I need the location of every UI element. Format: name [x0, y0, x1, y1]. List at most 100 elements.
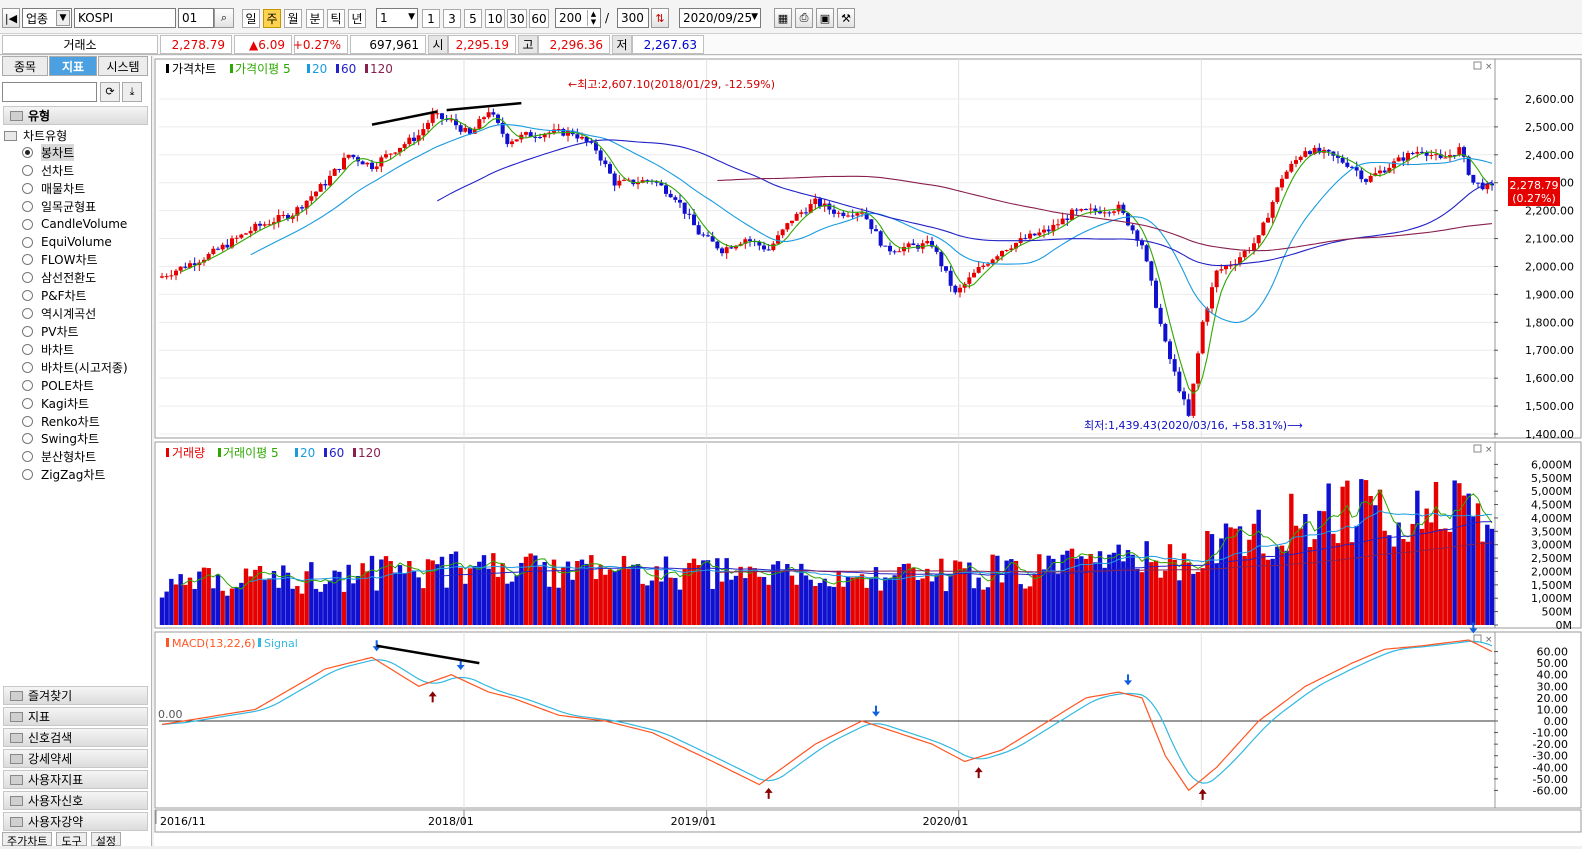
high-price: 2,296.36	[538, 35, 610, 54]
chart-type-item[interactable]: EquiVolume	[22, 234, 112, 251]
refresh-icon[interactable]: ⟳	[100, 82, 120, 102]
radio-icon[interactable]	[22, 308, 33, 320]
footer-tab[interactable]: 도구	[56, 832, 87, 846]
chart-type-item[interactable]: 봉차트	[22, 144, 75, 161]
radio-icon[interactable]	[22, 361, 33, 373]
chart-type-item[interactable]: 역시계곡선	[22, 305, 96, 322]
volume-bar	[1461, 495, 1467, 625]
chart-type-item[interactable]: Renko차트	[22, 413, 100, 430]
interval-30[interactable]: 30	[507, 9, 527, 28]
prev-icon[interactable]: |◀	[2, 8, 20, 28]
chevron-down-icon[interactable]: ▼	[751, 12, 758, 22]
volume-bar	[397, 565, 403, 625]
chart-type-item[interactable]: Kagi차트	[22, 395, 89, 412]
chart-config-icon[interactable]: ▦	[774, 8, 792, 28]
search-icon[interactable]: ⌕	[214, 8, 234, 28]
interval-60[interactable]: 60	[529, 9, 549, 28]
indicator-group[interactable]: 강세약세	[3, 749, 148, 768]
bar-total-field[interactable]: 300	[617, 8, 649, 28]
radio-icon[interactable]	[22, 254, 33, 266]
radio-icon[interactable]	[22, 272, 33, 284]
market-type-select[interactable]: 업종 ▼	[22, 8, 72, 28]
interval-10[interactable]: 10	[485, 9, 505, 28]
radio-icon[interactable]	[22, 415, 33, 427]
period-month[interactable]: 월	[284, 9, 302, 28]
tab-system[interactable]: 시스템	[98, 56, 148, 76]
radio-icon[interactable]	[22, 147, 33, 158]
period-week[interactable]: 주	[263, 9, 281, 28]
spin-icon[interactable]: ▲ ▼	[587, 10, 599, 26]
period-year[interactable]: 년	[348, 9, 366, 28]
interval-select[interactable]: 1 ▼	[376, 8, 418, 28]
indicator-group[interactable]: 즐겨찾기	[3, 686, 148, 705]
chart-type-item[interactable]: 일목균형표	[22, 198, 96, 215]
tab-indicators[interactable]: 지표	[49, 56, 97, 76]
chart-type-item[interactable]: P&F차트	[22, 287, 87, 304]
radio-icon[interactable]	[22, 218, 33, 230]
period-minute[interactable]: 분	[306, 9, 324, 28]
chevron-down-icon[interactable]: ▼	[56, 10, 70, 26]
radio-icon[interactable]	[22, 164, 33, 176]
radio-icon[interactable]	[22, 469, 33, 481]
indicator-group[interactable]: 사용자신호	[3, 791, 148, 810]
chart-type-item[interactable]: 바차트(시고저종)	[22, 359, 128, 376]
chart-type-item[interactable]: 삼선전환도	[22, 269, 96, 286]
volume-bar	[593, 579, 599, 625]
chart-area[interactable]: 2,600.002,500.002,400.002,300.002,200.00…	[154, 56, 1582, 846]
radio-icon[interactable]	[22, 200, 33, 212]
volume-bar	[346, 564, 351, 625]
exchange-label[interactable]: 거래소	[2, 35, 158, 54]
chevron-down-icon[interactable]: ▼	[408, 12, 415, 22]
volume-bar	[780, 571, 785, 625]
chart-type-item[interactable]: 바차트	[22, 341, 74, 358]
chart-type-item[interactable]: ZigZag차트	[22, 466, 105, 483]
group-type[interactable]: 유형	[3, 106, 148, 125]
radio-icon[interactable]	[22, 326, 33, 337]
interval-1[interactable]: 1	[422, 9, 440, 28]
chart-canvas[interactable]: 2,600.002,500.002,400.002,300.002,200.00…	[154, 56, 1582, 846]
candle-body	[444, 118, 449, 120]
footer-tab[interactable]: 주가차트	[2, 832, 53, 846]
indicator-group[interactable]: 신호검색	[3, 728, 148, 747]
tab-stocks[interactable]: 종목	[2, 56, 48, 76]
indicator-group[interactable]: 사용자강약	[3, 812, 148, 831]
candle-body	[472, 128, 477, 134]
sort-icon[interactable]: ⇅	[651, 8, 669, 28]
volume-bar	[253, 569, 258, 625]
chart-type-item[interactable]: POLE차트	[22, 377, 94, 394]
radio-icon[interactable]	[22, 182, 33, 194]
volume-bar	[612, 571, 617, 625]
volume-bar	[1443, 528, 1448, 625]
tree-root[interactable]: 차트유형	[4, 127, 67, 144]
radio-icon[interactable]	[22, 451, 33, 463]
tools-icon[interactable]: ⚒	[837, 8, 855, 28]
footer-tab[interactable]: 설정	[90, 832, 121, 846]
period-day[interactable]: 일	[242, 9, 260, 28]
chart-type-item[interactable]: Swing차트	[22, 430, 99, 447]
chart-type-item[interactable]: PV차트	[22, 323, 79, 340]
interval-5[interactable]: 5	[464, 9, 482, 28]
chart-type-item[interactable]: FLOW차트	[22, 251, 98, 268]
index-code-field[interactable]: 01	[178, 8, 214, 28]
index-name-field[interactable]: KOSPI	[74, 8, 176, 28]
chart-type-item[interactable]: 분산형차트	[22, 448, 96, 465]
period-tick[interactable]: 틱	[327, 9, 345, 28]
chart-type-item[interactable]: CandleVolume	[22, 216, 127, 233]
chart-type-item[interactable]: 선차트	[22, 162, 74, 179]
radio-icon[interactable]	[22, 379, 33, 391]
chart-type-item[interactable]: 매물차트	[22, 180, 85, 197]
radio-icon[interactable]	[22, 433, 33, 445]
radio-icon[interactable]	[22, 236, 33, 248]
save-icon[interactable]: ▣	[816, 8, 834, 28]
indicator-search-input[interactable]	[2, 82, 97, 102]
radio-icon[interactable]	[22, 397, 33, 409]
bar-count-stepper[interactable]: 200 ▲ ▼	[555, 8, 601, 28]
radio-icon[interactable]	[22, 343, 33, 355]
interval-3[interactable]: 3	[443, 9, 461, 28]
date-picker[interactable]: 2020/09/25 ▼	[679, 8, 761, 28]
radio-icon[interactable]	[22, 290, 33, 302]
download-icon[interactable]: ⤓	[122, 82, 142, 102]
indicator-group[interactable]: 지표	[3, 707, 148, 726]
print-icon[interactable]: ⎙	[795, 8, 813, 28]
indicator-group[interactable]: 사용자지표	[3, 770, 148, 789]
